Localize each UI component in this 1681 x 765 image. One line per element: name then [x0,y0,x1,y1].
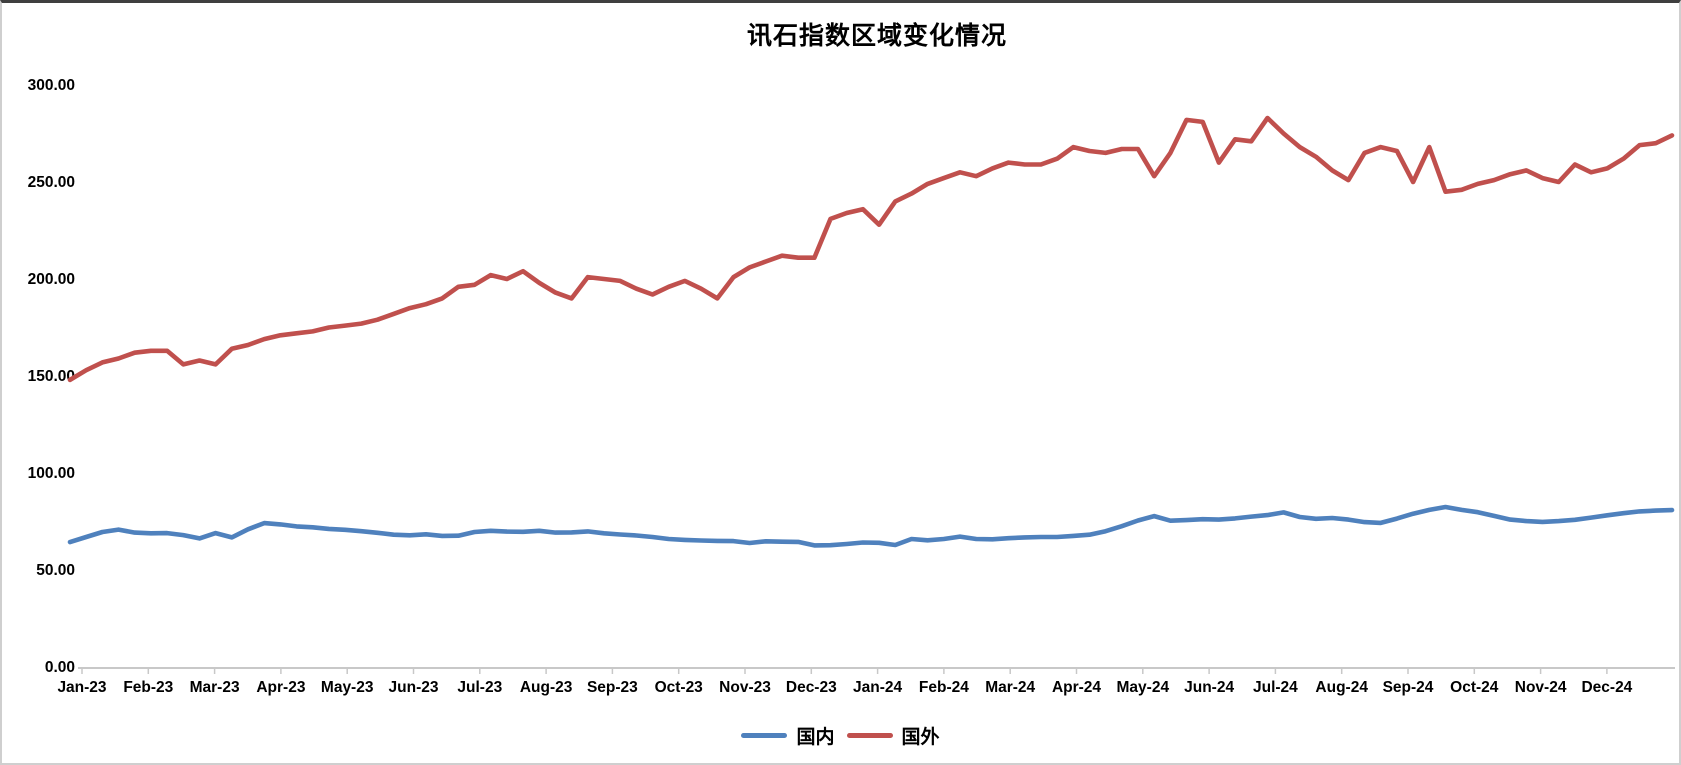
x-axis-label: Jun-24 [1184,679,1234,696]
x-axis-label: Jun-23 [389,679,439,696]
foreign-line-swatch [846,733,893,738]
y-axis-label: 50.00 [36,562,75,579]
y-axis-label: 200.00 [28,271,75,288]
x-axis-label: Mar-23 [190,679,240,696]
x-axis-label: Nov-24 [1515,679,1567,696]
x-axis-label: Dec-23 [786,679,837,696]
y-axis-label: 150.00 [28,368,75,385]
x-axis-label: Apr-24 [1052,679,1101,696]
x-axis-label: Sep-23 [587,679,638,696]
x-axis-label: Jul-23 [457,679,502,696]
legend-label-domestic: 国内 [796,727,835,748]
x-axis-label: May-23 [321,679,374,696]
x-axis-label: Jan-23 [57,679,106,696]
x-axis-label: Oct-24 [1450,679,1499,696]
legend-label-foreign: 国外 [901,727,940,748]
domestic-line-swatch [741,733,788,738]
x-axis-label: Jul-24 [1253,679,1298,696]
y-axis-label: 250.00 [28,174,75,191]
legend-item-foreign: 国外 [846,722,940,749]
y-axis-label: 100.00 [28,465,75,482]
domestic-series-line [67,504,1675,548]
x-axis-label: Jan-24 [853,679,902,696]
x-axis-label: Oct-23 [655,679,704,696]
x-axis-label: May-24 [1117,679,1170,696]
chart-legend: 国内 国外 [2,722,1679,749]
x-axis-label: Dec-24 [1581,679,1632,696]
y-axis-label: 300.00 [28,77,75,94]
x-axis-label: Mar-24 [985,679,1035,696]
x-axis-label: Feb-23 [123,679,173,696]
foreign-series-line [67,115,1675,383]
x-axis-label: Sep-24 [1383,679,1434,696]
x-axis-label: Apr-23 [256,679,305,696]
x-axis-label: Aug-23 [520,679,573,696]
line-chart-canvas: Jan-23 Feb-23 Mar-23 Apr-23 May-23 Jun-23 Jul-… [28,77,1675,696]
legend-item-domestic: 国内 [741,722,835,749]
x-axis-label: Aug-24 [1315,679,1368,696]
chart-title: 讯石指数区域变化情况 [746,23,1007,50]
x-axis-label: Feb-24 [919,679,969,696]
y-axis-label: 0.00 [45,659,75,676]
x-axis-label: Nov-23 [719,679,771,696]
